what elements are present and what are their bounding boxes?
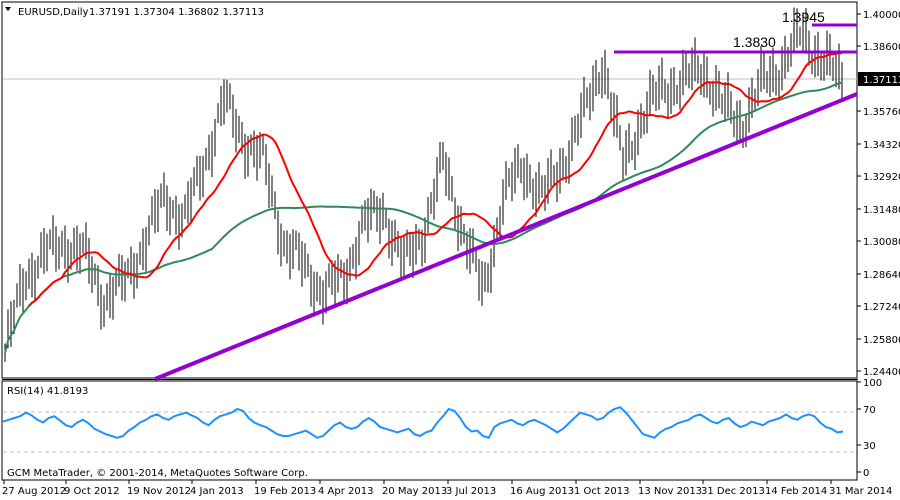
- price-tick-label: 1.24400: [863, 367, 900, 378]
- ohlc-values: 1.37191 1.37304 1.36802 1.37113: [89, 7, 264, 18]
- price-tick-label: 1.27240: [863, 302, 900, 313]
- price-tick-label: 1.34320: [863, 140, 900, 151]
- slow-moving-average-line: [4, 81, 843, 353]
- price-tick-label: 1.40000: [863, 10, 900, 21]
- current-price-badge: [858, 72, 900, 86]
- symbol-label: EURUSD,Daily: [18, 7, 89, 18]
- time-tick-label: 14 Feb 2014: [765, 486, 827, 497]
- time-tick-label: 9 Oct 2012: [64, 486, 119, 497]
- ohlc-bars: [4, 7, 843, 362]
- time-tick-label: 3 Jul 2013: [446, 486, 496, 497]
- price-tick-label: 1.28640: [863, 270, 900, 281]
- support-trendline[interactable]: [154, 92, 858, 381]
- annotation-1-3945: 1.3945: [782, 9, 825, 25]
- time-tick-label: 4 Apr 2013: [318, 486, 373, 497]
- time-tick-label: 27 Aug 2012: [2, 486, 66, 497]
- time-tick-label: 31 Dec 2013: [701, 486, 765, 497]
- annotation-1-3830: 1.3830: [733, 34, 776, 50]
- time-tick-label: 19 Feb 2013: [254, 486, 316, 497]
- rsi-tick-label: 30: [863, 441, 876, 452]
- time-tick-label: 19 Nov 2012: [127, 486, 191, 497]
- price-tick-label: 1.38600: [863, 42, 900, 53]
- rsi-title: RSI(14) 41.8193: [7, 386, 88, 397]
- fast-moving-average-line: [28, 51, 843, 307]
- price-tick-label: 1.30080: [863, 237, 900, 248]
- price-axis: 1.40000 1.38600 1.35760 1.34320 1.32920 1.314…: [857, 10, 900, 378]
- rsi-tick-label: 0: [863, 468, 869, 479]
- main-panel-frame: [1, 1, 858, 379]
- rsi-line: [2, 406, 844, 440]
- rsi-tick-label: 100: [863, 378, 882, 389]
- time-tick-label: 13 Nov 2013: [638, 486, 702, 497]
- time-tick-label: 1 Oct 2013: [574, 486, 629, 497]
- price-tick-label: 1.35760: [863, 107, 900, 118]
- price-tick-label: 1.31480: [863, 205, 900, 216]
- price-tick-label: 1.25800: [863, 335, 900, 346]
- rsi-tick-label: 70: [863, 405, 876, 416]
- time-tick-label: 4 Jan 2013: [190, 486, 244, 497]
- triangle-down-icon[interactable]: [5, 7, 11, 11]
- price-tick-label: 1.32920: [863, 172, 900, 183]
- time-tick-label: 31 Mar 2014: [829, 486, 892, 497]
- rsi-axis: 100 70 30 0: [857, 378, 882, 479]
- current-price-label: 1.37113: [863, 75, 900, 86]
- copyright-text: GCM MetaTrader, © 2001-2014, MetaQuotes …: [7, 468, 308, 479]
- time-tick-label: 16 Aug 2013: [510, 486, 574, 497]
- time-tick-label: 20 May 2013: [382, 486, 447, 497]
